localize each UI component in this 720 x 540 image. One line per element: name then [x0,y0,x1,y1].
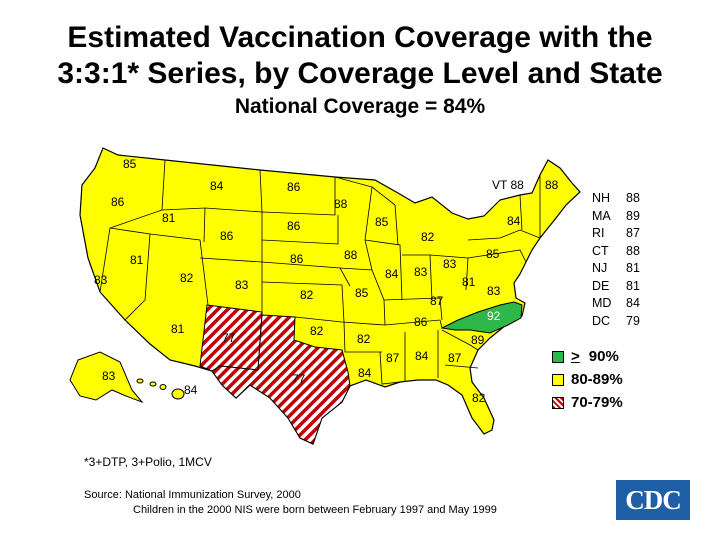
small-state-abbr: NJ [592,261,608,275]
legend: > 90% 80-89% 70-79% [552,345,623,414]
state-label-fl: 82 [472,391,486,405]
state-label-la: 84 [358,366,372,380]
small-state-abbr: CT [592,243,609,258]
state-label-nc: 92 [487,309,501,323]
alaska-shape [69,351,144,404]
state-label-vt: VT 88 [492,178,524,192]
state-label-ga: 87 [448,351,462,365]
small-state-value: 87 [626,226,640,240]
state-label-wa: 85 [123,157,137,171]
state-label-ks: 82 [300,288,314,302]
state-label-ny: 84 [507,214,521,228]
small-state-row: CT 88 [592,243,650,261]
state-label-tn: 86 [414,315,428,329]
state-label-al: 84 [415,349,429,363]
state-label-sc: 89 [471,333,485,347]
state-label-va: 83 [487,284,501,298]
source-note: Source: National Immunization Survey, 20… [84,488,497,518]
small-state-row: DC 79 [592,313,650,331]
state-label-in: 83 [414,265,428,279]
hawaii-shape [136,378,185,400]
state-label-az: 81 [171,322,185,336]
state-label-mn: 88 [334,197,348,211]
state-borders [99,159,541,385]
state-label-mt: 84 [210,179,224,193]
state-label-nd: 86 [287,180,301,194]
legend-label-high: 90% [588,348,619,365]
state-label-or: 86 [111,195,125,209]
state-label-pa: 85 [486,247,500,261]
legend-label-low: 70-79% [571,394,623,411]
state-label-ca: 83 [94,273,108,287]
small-states-table: NH 88 MA 89 RI 87 CT 88 NJ 81 DE 81 MD 84 DC 79 [592,190,650,330]
legend-swatch-hatched [552,396,564,409]
state-label-ky: 87 [430,294,444,308]
small-state-value: 89 [626,208,640,223]
state-label-id: 81 [162,211,176,225]
small-state-value: 88 [626,243,640,258]
state-label-wi: 85 [375,215,389,229]
small-state-value: 81 [626,278,640,293]
state-label-ia: 88 [344,248,358,262]
state-label-mi: 82 [421,230,435,244]
legend-item-low: 70-79% [552,391,623,414]
small-state-abbr: DC [592,313,611,328]
small-state-row: MA 89 [592,208,650,226]
state-label-co: 83 [235,278,249,292]
state-label-nv: 81 [130,253,144,267]
legend-label-mid: 80-89% [571,371,623,388]
state-label-il: 84 [385,267,399,281]
small-state-abbr: NH [592,191,611,205]
state-label-ne: 86 [290,252,304,266]
state-label-ok: 82 [310,324,324,338]
chart-title-line1: Estimated Vaccination Coverage with the [67,21,653,54]
small-state-abbr: MA [592,208,611,223]
source-line1: Source: National Immunization Survey, 20… [84,489,301,501]
small-state-row: NJ 81 [592,260,650,278]
state-label-oh: 83 [443,257,457,271]
small-state-row: MD 84 [592,295,650,313]
small-state-row: DE 81 [592,278,650,296]
chart-subtitle: National Coverage = 84% [234,95,486,118]
small-state-value: 88 [626,191,640,205]
small-state-abbr: DE [592,278,610,293]
state-label-wy: 86 [220,229,234,243]
footnote: *3+DTP, 3+Polio, 1MCV [84,455,212,469]
legend-item-mid: 80-89% [552,368,623,391]
small-state-value: 79 [626,313,640,328]
small-state-value: 81 [626,261,640,275]
small-state-row: RI 87 [592,225,650,243]
state-labels: 85 86 83 81 81 84 86 82 81 83 77 86 86 8… [94,157,559,405]
state-label-nm: 77 [222,331,236,345]
state-label-ut: 82 [180,271,194,285]
source-line2: Children in the 2000 NIS were born betwe… [133,504,497,516]
state-label-tx: 77 [292,372,306,386]
small-state-abbr: MD [592,296,612,310]
state-label-mo: 85 [355,286,369,300]
legend-swatch-green [552,350,564,363]
small-state-row: NH 88 [592,190,650,208]
legend-symbol-ge: > [571,348,580,365]
state-nc-region [440,301,523,334]
state-tx-region [211,314,351,445]
chart-title-line2: 3:3:1* Series, by Coverage Level and Sta… [57,57,663,90]
cdc-logo: CDC [616,480,690,520]
small-state-abbr: RI [592,226,605,240]
small-state-value: 84 [626,296,640,310]
state-label-hi: 84 [184,383,198,397]
legend-item-high: > 90% [552,345,623,368]
state-label-ar: 82 [357,332,371,346]
state-label-ms: 87 [386,351,400,365]
state-label-ak: 83 [102,369,116,383]
state-label-wv: 81 [462,275,476,289]
state-label-me: 88 [545,178,559,192]
legend-swatch-yellow [552,373,564,386]
state-label-sd: 86 [287,219,301,233]
